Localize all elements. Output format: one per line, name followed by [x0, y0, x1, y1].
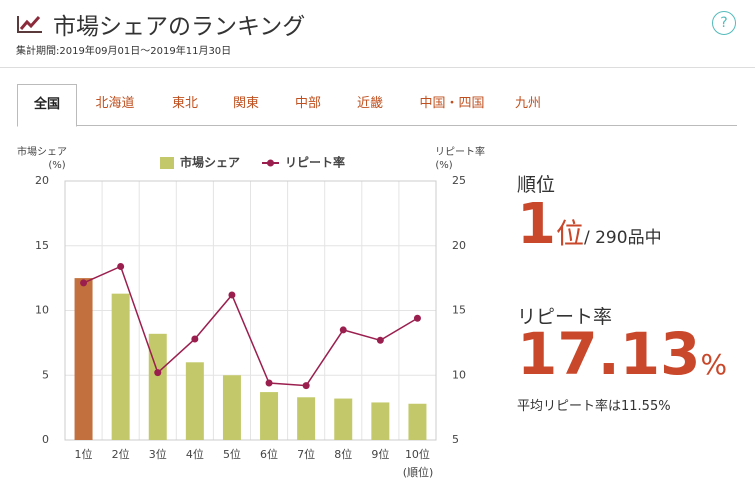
line-point: [376, 336, 384, 344]
line-point: [228, 291, 236, 299]
x-tick-label: 3位: [149, 447, 167, 461]
period: 集計期間:2019年09月01日〜2019年11月30日: [16, 46, 232, 57]
tab[interactable]: 中国・四国: [419, 96, 485, 111]
bar: [222, 375, 241, 440]
line-point: [302, 382, 310, 390]
line-point: [339, 326, 347, 334]
bar: [408, 403, 427, 440]
help-button[interactable]: ?: [712, 11, 736, 35]
x-tick-label: 2位: [112, 447, 130, 461]
bar: [111, 293, 130, 440]
line-point: [413, 314, 421, 322]
repeat-unit: %: [700, 348, 728, 381]
x-tick-label: 4位: [186, 447, 204, 461]
rank-label: 順位: [517, 174, 556, 196]
y-axis-label: (%): [48, 160, 65, 171]
bar: [148, 333, 167, 440]
x-tick-label: 8位: [334, 447, 352, 461]
y-tick-label: 15: [35, 239, 49, 252]
line-point: [80, 279, 88, 287]
repeat: 17.13%: [517, 320, 727, 388]
x-tick-label: 7位: [297, 447, 315, 461]
line-point: [265, 379, 273, 387]
bar: [297, 397, 316, 440]
bar: [260, 392, 279, 440]
y2-tick-label: 5: [452, 433, 459, 446]
y-tick-label: 20: [35, 174, 49, 187]
bar: [334, 398, 353, 440]
rank-total: / 290品中: [583, 228, 662, 248]
tab[interactable]: 近畿: [356, 96, 383, 111]
legend-label: リピート率: [285, 155, 345, 170]
y2-tick-label: 20: [452, 239, 466, 252]
chart-icon: [17, 16, 42, 33]
line-point: [117, 262, 125, 270]
rank-unit: 位: [555, 217, 584, 250]
y2-axis-label: (%): [435, 160, 452, 171]
y2-tick-label: 15: [452, 304, 466, 317]
line-point: [154, 369, 162, 377]
plot-frame: [64, 180, 437, 441]
x-tick-label: 9位: [371, 447, 389, 461]
line-point: [191, 335, 199, 343]
x-tick-label: 1位: [75, 447, 93, 461]
x-tick-label: 5位: [223, 447, 241, 461]
line: [83, 265, 418, 387]
bar: [185, 362, 204, 440]
tab[interactable]: 北海道: [95, 96, 135, 111]
y-tick-label: 5: [42, 368, 49, 381]
tab[interactable]: 中部: [294, 96, 321, 111]
legend-dot: [267, 159, 274, 167]
y-tick-label: 0: [42, 433, 49, 446]
y-tick-label: 10: [35, 304, 49, 317]
x-axis-label: (順位): [403, 465, 434, 479]
bar: [74, 278, 93, 440]
tab[interactable]: 全国: [17, 84, 77, 127]
legend-swatch: [160, 157, 174, 169]
y2-axis-label: リピート率: [435, 145, 485, 158]
repeat-value: 17.13: [517, 320, 701, 388]
tab[interactable]: 九州: [514, 96, 541, 111]
x-tick-label: 10位: [405, 447, 430, 461]
rank-value: 1: [517, 192, 556, 257]
bar: [371, 402, 390, 440]
tab[interactable]: 東北: [171, 96, 198, 111]
rank: 1位/ 290品中: [517, 192, 662, 257]
x-tick-label: 6位: [260, 447, 278, 461]
y-axis-label: 市場シェア: [17, 145, 67, 158]
page-title: 市場シェアのランキング: [53, 14, 306, 40]
repeat-label: リピート率: [517, 306, 613, 328]
legend-label: 市場シェア: [180, 155, 240, 170]
y2-tick-label: 10: [452, 368, 466, 381]
separator: [0, 67, 755, 68]
y2-tick-label: 25: [452, 174, 466, 187]
tab-line: [17, 125, 737, 126]
chart: 0 5 10 15 20 5 10 15 20 25 市場シェア (%) リピート率 (%) (順位) 市場シ…: [17, 145, 485, 479]
repeat-average: 平均リピート率は11.55%: [517, 399, 671, 414]
tab[interactable]: 関東: [232, 96, 259, 111]
